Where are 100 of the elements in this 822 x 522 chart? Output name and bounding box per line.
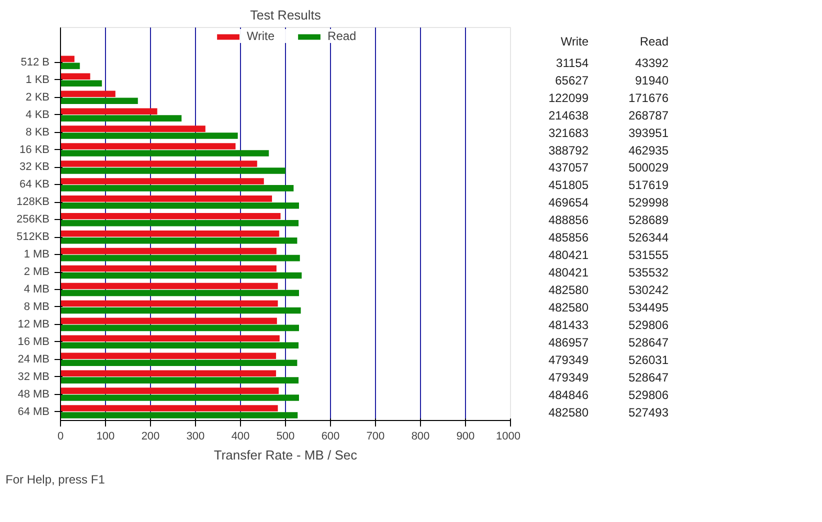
text: 31154 xyxy=(556,56,589,70)
bar xyxy=(60,388,279,394)
x-tick-label: 600 xyxy=(321,430,340,442)
y-tick-label: 48 MB xyxy=(18,388,50,400)
bar xyxy=(60,360,298,366)
y-tick-label: 1 KB xyxy=(26,74,50,86)
bar xyxy=(60,324,299,332)
y-tick-label: 512KB xyxy=(16,231,50,244)
text: 528647 xyxy=(628,370,669,384)
bar xyxy=(60,98,138,104)
bar xyxy=(60,370,276,376)
y-tick-label: 4 KB xyxy=(26,108,50,121)
text: 482580 xyxy=(548,300,589,314)
text: 527493 xyxy=(628,405,669,420)
text: 122099 xyxy=(548,90,589,105)
text: 484846 xyxy=(548,388,589,402)
y-tick-label: 32 KB xyxy=(20,161,50,174)
y-tick-label: 2 KB xyxy=(26,91,50,104)
y-tick-label: 2 MB xyxy=(24,266,50,278)
text: 268787 xyxy=(628,108,669,122)
y-tick-label: 128KB xyxy=(16,196,50,208)
text: 530242 xyxy=(628,283,669,297)
text: 479349 xyxy=(548,370,589,384)
text: 480421 xyxy=(548,266,589,280)
bar xyxy=(60,342,299,349)
text: 321683 xyxy=(548,126,589,140)
bar xyxy=(60,307,301,314)
text: 451805 xyxy=(548,178,589,192)
bar xyxy=(60,185,294,192)
bar xyxy=(60,237,298,244)
bar xyxy=(60,230,280,237)
y-tick-label: 16 KB xyxy=(20,144,50,156)
text: 437057 xyxy=(548,160,589,175)
bar xyxy=(60,377,299,384)
text: 482580 xyxy=(548,283,589,297)
legend-label: Read xyxy=(328,29,356,43)
y-tick-label: 8 MB xyxy=(24,300,50,313)
text: 486957 xyxy=(548,335,589,350)
x-tick-label: 900 xyxy=(456,430,475,442)
chart-title: Test Results xyxy=(250,8,322,22)
bar xyxy=(60,394,299,401)
y-tick-label: 32 MB xyxy=(18,370,50,383)
y-tick-label: 64 KB xyxy=(20,178,50,191)
x-tick-label: 800 xyxy=(411,430,430,442)
text: 485856 xyxy=(548,230,589,245)
x-tick-label: 300 xyxy=(186,430,205,442)
text: 393951 xyxy=(628,126,669,140)
text: 531555 xyxy=(628,248,669,262)
bar xyxy=(60,132,238,139)
text: Write xyxy=(560,34,588,48)
bar xyxy=(60,405,278,412)
text: 517619 xyxy=(628,178,669,192)
y-tick-label: 24 MB xyxy=(18,353,50,366)
bar xyxy=(60,212,281,220)
bar xyxy=(60,196,272,202)
text: 500029 xyxy=(628,160,669,175)
text: 481433 xyxy=(548,318,589,332)
bar xyxy=(60,73,90,80)
x-tick-label: 1000 xyxy=(496,430,521,442)
bar xyxy=(60,62,80,70)
y-tick-label: 64 MB xyxy=(18,406,50,418)
legend-label: Write xyxy=(246,29,275,43)
y-tick-label: 16 MB xyxy=(18,336,50,348)
bar xyxy=(60,220,299,226)
bar xyxy=(60,300,278,307)
x-tick-label: 400 xyxy=(231,430,250,442)
text: 529998 xyxy=(628,196,669,210)
text: 526031 xyxy=(628,352,669,367)
bar xyxy=(60,265,276,272)
text: 388792 xyxy=(548,143,589,158)
bar xyxy=(60,168,286,174)
bar xyxy=(60,254,300,262)
bar xyxy=(60,272,302,279)
bar xyxy=(60,56,74,62)
y-tick-label: 1 MB xyxy=(24,248,50,261)
y-tick-label: 8 KB xyxy=(26,126,50,138)
bar xyxy=(60,290,299,296)
text: 535532 xyxy=(628,266,669,280)
bar xyxy=(60,108,158,114)
text: 479349 xyxy=(548,352,589,367)
bar xyxy=(60,412,298,418)
text: 171676 xyxy=(628,90,669,105)
text: 529806 xyxy=(628,318,669,332)
y-tick-label: 256KB xyxy=(16,214,50,226)
x-axis-title: Transfer Rate - MB / Sec xyxy=(214,448,358,462)
text: 529806 xyxy=(628,388,669,402)
bar xyxy=(60,90,116,98)
text: 91940 xyxy=(635,73,669,88)
x-tick-label: 700 xyxy=(366,430,385,442)
text: 488856 xyxy=(548,213,589,228)
x-tick-label: 0 xyxy=(57,430,64,442)
text: 480421 xyxy=(548,248,589,262)
bar xyxy=(60,178,264,184)
bar xyxy=(60,282,278,290)
text: For Help, press F1 xyxy=(6,472,106,486)
text: 462935 xyxy=(628,143,669,158)
text: 43392 xyxy=(635,56,669,70)
bar xyxy=(60,160,258,167)
bar xyxy=(60,352,276,360)
y-tick-label: 12 MB xyxy=(18,318,50,330)
